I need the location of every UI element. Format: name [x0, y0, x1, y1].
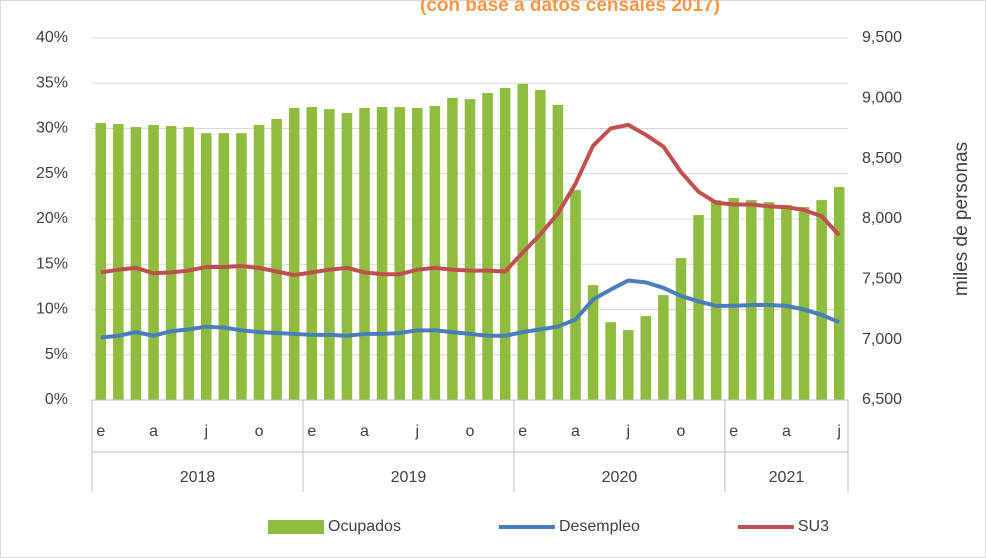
y2-tick-label: 8,000: [862, 210, 902, 227]
x-tick-label: o: [466, 423, 475, 440]
bar: [447, 97, 458, 400]
bar: [113, 124, 124, 400]
x-tick-label: e: [729, 423, 738, 440]
y2-axis-label: miles de personas: [951, 142, 972, 296]
x-tick-label: j: [203, 423, 208, 440]
bar: [710, 200, 722, 400]
bar: [746, 200, 757, 400]
bar: [833, 187, 845, 400]
x-group-label: 2020: [602, 469, 638, 486]
x-tick-label: o: [255, 423, 264, 440]
x-tick-label: j: [625, 423, 630, 440]
y-tick-label: 35%: [36, 74, 68, 91]
legend-label: Ocupados: [328, 518, 401, 535]
bar: [499, 87, 511, 401]
bar: [324, 109, 335, 401]
bar: [95, 123, 107, 400]
y-tick-label: 20%: [36, 210, 68, 227]
x-tick-label: e: [307, 423, 316, 440]
y2-tick-label: 7,000: [862, 331, 902, 348]
bar: [763, 202, 775, 400]
bar: [816, 200, 827, 400]
bar: [271, 118, 282, 400]
bar: [376, 107, 388, 400]
y-tick-label: 15%: [36, 255, 68, 272]
legend-swatch: [268, 520, 324, 534]
bar: [165, 126, 177, 400]
y-tick-label: 0%: [45, 391, 68, 408]
x-tick-label: e: [518, 423, 527, 440]
x-group-label: 2019: [391, 469, 427, 486]
bar: [570, 190, 581, 400]
x-tick-label: a: [571, 423, 580, 440]
bar: [675, 258, 687, 400]
bar: [288, 107, 300, 400]
x-tick-label: a: [360, 423, 369, 440]
bar: [640, 316, 652, 400]
bar: [306, 107, 318, 400]
y-tick-label: 5%: [45, 346, 68, 363]
bar: [535, 90, 546, 401]
x-tick-label: e: [96, 423, 105, 440]
bar: [411, 107, 423, 400]
bar: [798, 207, 810, 400]
bar: [693, 215, 704, 400]
y2-tick-label: 6,500: [862, 391, 902, 408]
bar: [359, 107, 370, 400]
bar: [482, 93, 493, 401]
y-tick-label: 25%: [36, 165, 68, 182]
y-tick-label: 10%: [36, 301, 68, 318]
x-tick-label: j: [414, 423, 419, 440]
x-group-label: 2021: [769, 469, 805, 486]
bar: [464, 99, 476, 400]
y2-tick-label: 9,500: [862, 29, 902, 46]
bar: [781, 205, 792, 400]
bar: [253, 125, 265, 400]
y2-tick-label: 7,500: [862, 271, 902, 288]
y2-tick-label: 8,500: [862, 150, 902, 167]
x-tick-label: a: [782, 423, 791, 440]
bar: [658, 295, 669, 400]
bar: [728, 198, 739, 400]
x-tick-label: a: [149, 423, 158, 440]
line: [100, 122, 841, 278]
y-tick-label: 30%: [36, 120, 68, 137]
bar: [183, 127, 194, 400]
bar: [622, 330, 634, 400]
line: [100, 278, 840, 340]
legend-label: Desempleo: [559, 518, 640, 535]
bar: [605, 322, 616, 400]
bar: [517, 83, 529, 400]
bar: [429, 106, 441, 400]
bar: [552, 104, 564, 400]
y-tick-label: 40%: [36, 29, 68, 46]
bar: [341, 113, 353, 401]
bar: [587, 285, 599, 400]
bar: [394, 107, 405, 400]
x-tick-label: j: [836, 423, 841, 440]
x-group-label: 2018: [180, 469, 216, 486]
x-tick-label: o: [677, 423, 686, 440]
y2-tick-label: 9,000: [862, 90, 902, 107]
legend-label: SU3: [798, 518, 829, 535]
chart-subtitle: (con base a datos censales 2017): [420, 0, 720, 16]
bar: [130, 127, 142, 400]
bar: [148, 125, 159, 400]
